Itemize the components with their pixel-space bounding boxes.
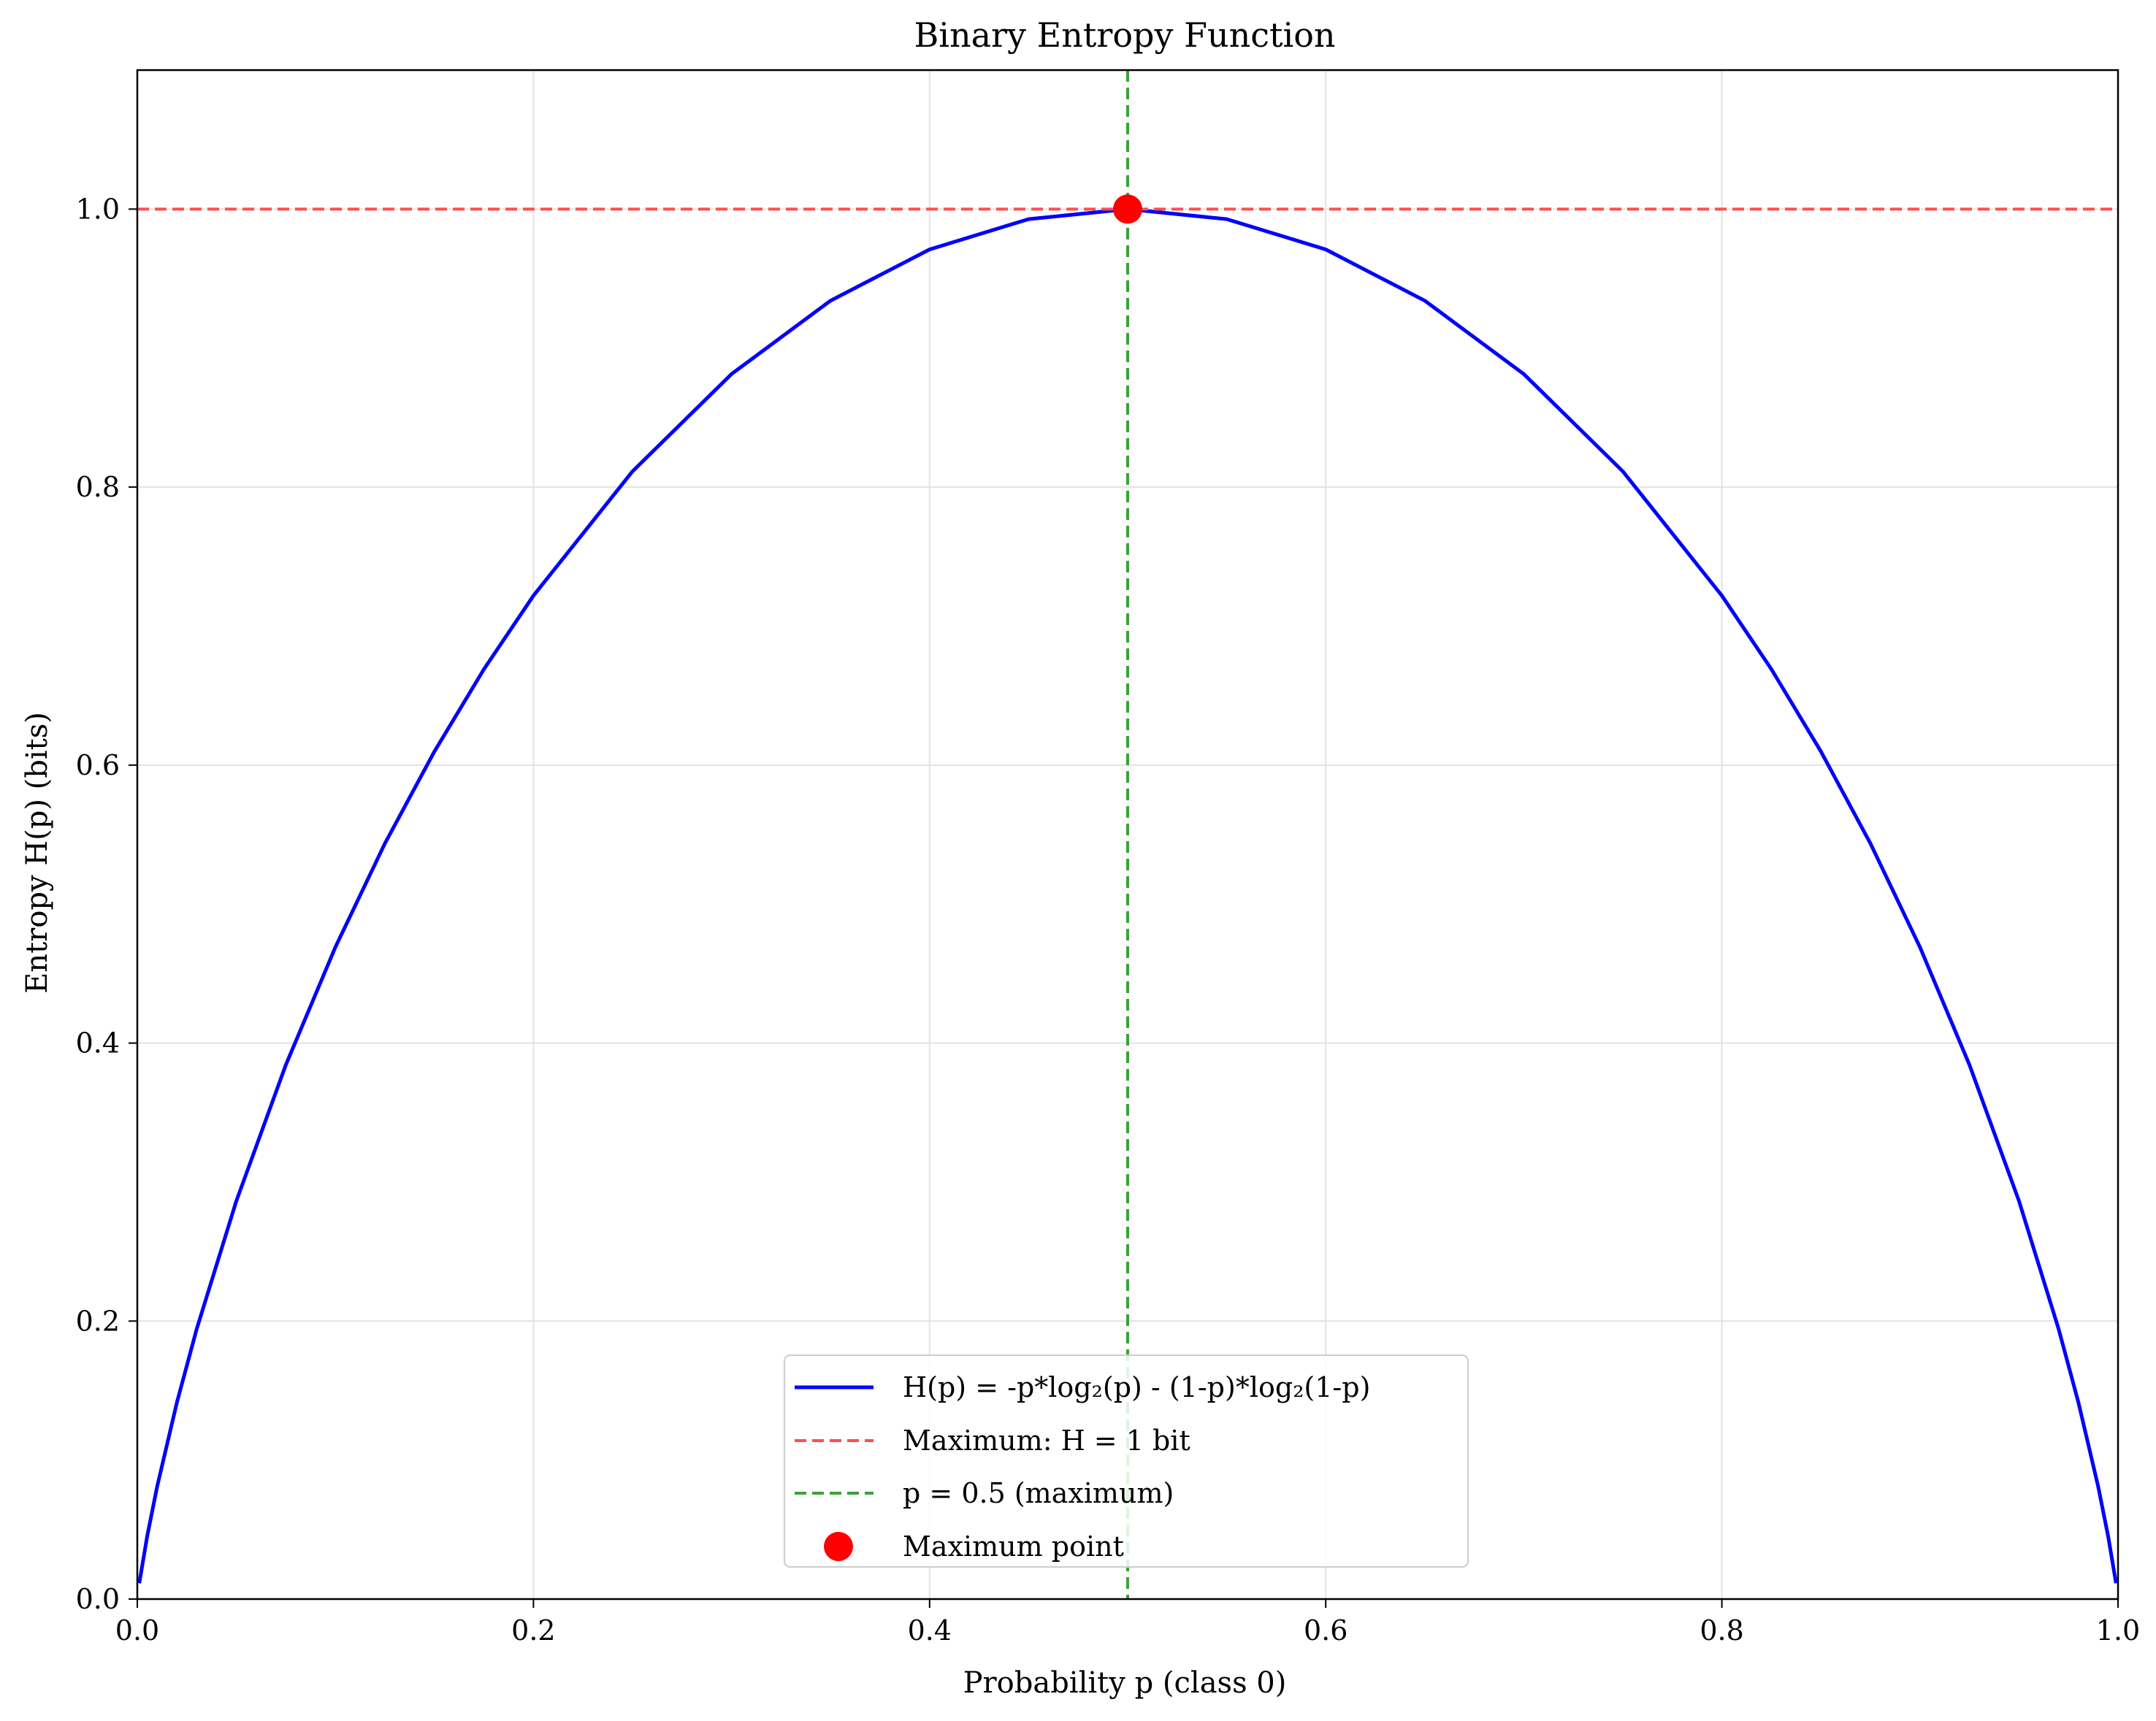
- y-tick-label: 0.2: [76, 1305, 120, 1337]
- y-axis-label: Entropy H(p) (bits): [20, 712, 54, 994]
- legend-label-entropy-curve: H(p) = -p*log₂(p) - (1-p)*log₂(1-p): [903, 1371, 1370, 1403]
- chart-title: Binary Entropy Function: [914, 15, 1335, 55]
- legend-label-p-half-line: p = 0.5 (maximum): [903, 1477, 1174, 1509]
- y-tick-label: 0.0: [76, 1583, 120, 1615]
- legend-box: [784, 1354, 1469, 1568]
- y-tick-label: 1.0: [76, 193, 120, 225]
- series-layer: [137, 70, 2118, 1599]
- legend-label-max-line: Maximum: H = 1 bit: [903, 1425, 1190, 1457]
- tick-layer: 0.0 0.2 0.4 0.6 0.8 1.0 0.0 0.2 0.4 0.6 0.8 1.0: [76, 193, 2141, 1647]
- x-tick-label: 0.0: [115, 1614, 159, 1647]
- max-point-marker: [1113, 194, 1142, 224]
- legend-swatch-max-point: [824, 1532, 853, 1561]
- plot-frame: [136, 69, 2119, 1601]
- y-tick-label: 0.6: [76, 749, 120, 781]
- x-axis-label: Probability p (class 0): [963, 1666, 1287, 1700]
- x-tick-label: 0.6: [1304, 1614, 1348, 1647]
- x-tick-label: 0.8: [1700, 1614, 1743, 1647]
- x-tick-label: 0.2: [511, 1614, 555, 1647]
- y-tick-label: 0.8: [76, 471, 120, 503]
- x-tick-label: 0.4: [908, 1614, 952, 1647]
- legend-label-max-point: Maximum point: [903, 1530, 1124, 1563]
- x-tick-label: 1.0: [2096, 1614, 2140, 1647]
- legend: H(p) = -p*log₂(p) - (1-p)*log₂(1-p) Maxi…: [784, 1354, 1469, 1568]
- y-tick-label: 0.4: [76, 1027, 120, 1059]
